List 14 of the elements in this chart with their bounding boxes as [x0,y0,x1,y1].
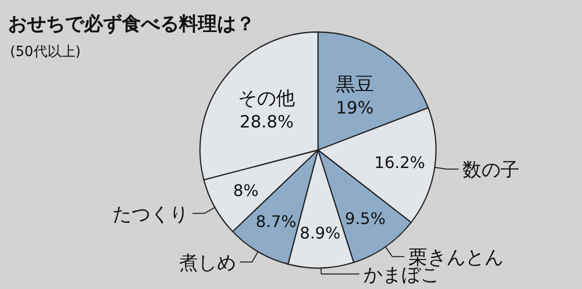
data-label: 9.5% [344,208,386,228]
data-label: 8% [233,181,259,200]
title: おせちで必ず食べる料理は？ [8,13,255,35]
text: (50代以上) [10,44,81,60]
data-label: 8.9% [300,224,340,243]
slice-label: その他 [238,87,296,110]
data-label: 8.7% [256,212,296,232]
data-label: 28.8% [240,112,294,132]
slice-label: 煮しめ [178,252,236,274]
slice-label: 数の子 [462,159,520,182]
data-label: 19% [336,98,374,119]
slice-label: 黒豆 [336,74,374,96]
slice-label: たつくり [112,203,188,226]
data-label: 16.2% [374,153,426,172]
